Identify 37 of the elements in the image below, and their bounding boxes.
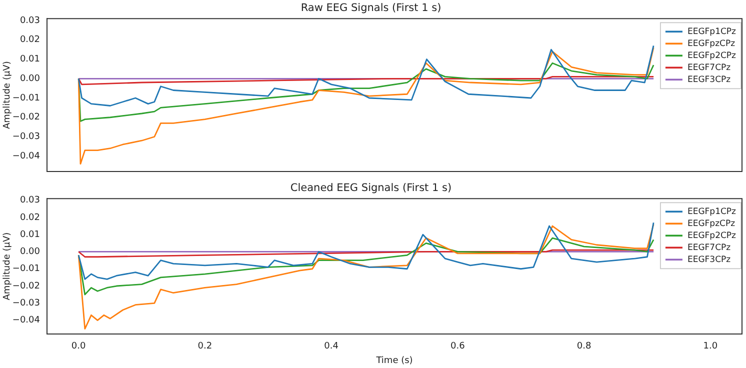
y-tick-label: −0.01 xyxy=(12,264,40,274)
legend-label: EEGF3CPz xyxy=(687,74,732,85)
y-tick-label: −0.04 xyxy=(12,316,40,326)
y-tick-label: −0.02 xyxy=(12,112,40,123)
legend-label: EEGFpzCPz xyxy=(687,218,736,229)
y-tick-label: 0.00 xyxy=(20,74,40,84)
chart-title: Cleaned EEG Signals (First 1 s) xyxy=(290,182,452,194)
legend-label: EEGFp2CPz xyxy=(687,50,737,61)
x-axis-title: Time (s) xyxy=(375,356,413,366)
legend-label: EEGF3CPz xyxy=(687,254,732,265)
x-tick-label: 0.0 xyxy=(71,342,86,352)
legend-label: EEGFpzCPz xyxy=(687,38,736,49)
x-tick-label: 0.4 xyxy=(324,342,339,352)
legend-label: EEGFp1CPz xyxy=(687,26,737,37)
y-tick-label: −0.04 xyxy=(12,151,40,162)
y-tick-label: −0.03 xyxy=(12,298,40,308)
x-tick-label: 1.0 xyxy=(703,342,718,352)
y-tick-label: 0.00 xyxy=(20,247,40,258)
y-tick-label: 0.01 xyxy=(20,230,40,240)
legend-label: EEGF7CPz xyxy=(687,62,732,73)
legend-label: EEGFp1CPz xyxy=(687,206,737,217)
legend-label: EEGF7CPz xyxy=(687,242,732,253)
x-tick-label: 0.8 xyxy=(576,342,592,352)
y-tick-label: −0.03 xyxy=(12,132,40,142)
y-axis-title: Amplitude (μV) xyxy=(2,61,13,130)
y-tick-label: 0.03 xyxy=(20,196,40,206)
y-tick-label: −0.01 xyxy=(12,93,40,104)
legend-label: EEGFp2CPz xyxy=(687,230,737,241)
y-tick-label: 0.02 xyxy=(20,212,40,223)
y-tick-label: 0.02 xyxy=(20,35,40,46)
y-axis-title: Amplitude (μV) xyxy=(2,232,13,300)
x-tick-label: 0.2 xyxy=(198,342,212,352)
x-tick-label: 0.6 xyxy=(450,342,466,352)
y-tick-label: 0.03 xyxy=(20,16,40,26)
chart-title: Raw EEG Signals (First 1 s) xyxy=(300,2,442,14)
y-tick-label: 0.01 xyxy=(20,54,40,65)
y-tick-label: −0.02 xyxy=(12,281,40,292)
